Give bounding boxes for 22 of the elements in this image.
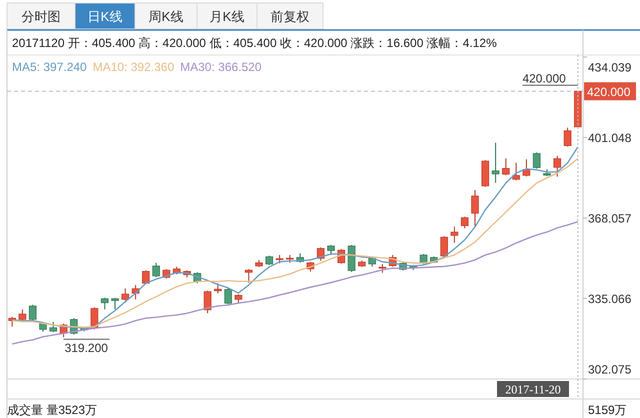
date-tag: 2017-11-20 <box>497 381 569 397</box>
tab: 月K线 <box>196 2 258 30</box>
tab: 周K线 <box>134 2 198 30</box>
extreme-label: 420.000 <box>522 71 578 86</box>
y-tick-label: 434.039 <box>588 60 632 74</box>
tab: 前复权 <box>256 2 324 30</box>
ref-line-label: 420.000 <box>587 84 631 99</box>
text: 成交量 量3523万 <box>7 403 98 417</box>
text: 5159万 <box>588 403 627 417</box>
y-tick-label: 302.075 <box>588 362 632 376</box>
text: MA30: 366.520 <box>180 60 262 74</box>
chart-title: 20171120 开：405.400 高：420.000 低：405.400 收：420.000 涨跌：16.600 涨幅：4.12% <box>12 36 498 50</box>
y-tick-label: 401.048 <box>588 131 632 145</box>
ref-tag: 420.000 <box>584 82 636 100</box>
text: MA5: 397.240 <box>12 60 88 74</box>
annotation: 420.000 <box>522 71 566 86</box>
tab: 日K线 <box>74 2 136 30</box>
y-tick-label: 368.057 <box>588 212 632 226</box>
extreme-label: 319.200 <box>63 338 110 356</box>
tab: 分时图 <box>6 2 76 30</box>
text: MA10: 392.360 <box>92 60 174 74</box>
y-tick-label: 335.066 <box>588 292 632 306</box>
